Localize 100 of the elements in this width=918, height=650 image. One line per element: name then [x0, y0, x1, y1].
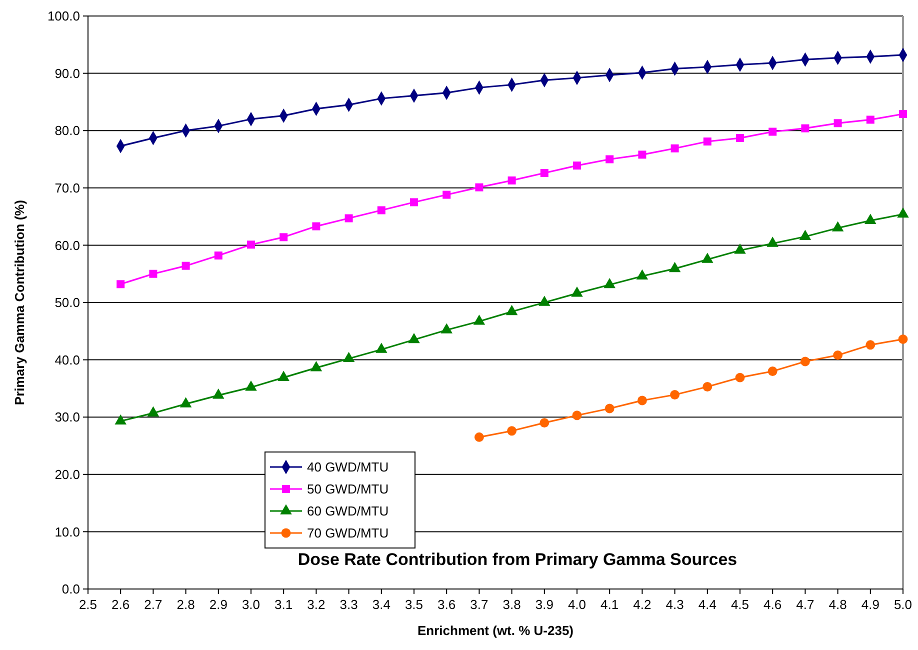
point [573, 162, 581, 170]
legend-label: 60 GWD/MTU [307, 504, 389, 519]
point [344, 214, 353, 222]
x-tick-label: 4.7 [796, 597, 814, 612]
y-tick-label: 10.0 [54, 524, 80, 540]
y-tick-label: 70.0 [54, 180, 80, 196]
point [212, 388, 224, 399]
point [668, 262, 681, 272]
point [475, 183, 484, 192]
y-tick-label: 100.0 [47, 8, 80, 24]
y-tick-label: 0.0 [62, 582, 80, 597]
x-tick-label: 2.8 [176, 597, 195, 612]
x-tick-label: 4.1 [600, 597, 619, 612]
point [898, 334, 908, 344]
point [735, 372, 745, 382]
point [637, 396, 647, 406]
point [508, 176, 516, 184]
point [342, 352, 355, 362]
legend-label: 70 GWD/MTU [307, 526, 389, 541]
point [116, 280, 125, 288]
point [766, 236, 778, 247]
point [670, 390, 680, 400]
x-tick-label: 3.2 [307, 597, 326, 612]
y-axis-title: Primary Gamma Contribution (%) [12, 200, 27, 406]
y-tick-label: 50.0 [54, 295, 80, 310]
point [247, 240, 255, 249]
point [410, 198, 418, 206]
point [182, 262, 190, 270]
point [834, 119, 842, 128]
point [604, 404, 614, 414]
point [312, 222, 320, 230]
point [278, 370, 290, 381]
point [147, 406, 160, 416]
point [440, 323, 452, 334]
point [572, 410, 582, 420]
x-tick-label: 4.8 [828, 597, 847, 612]
point [897, 207, 909, 218]
x-tick-label: 3.0 [242, 597, 260, 612]
point [702, 382, 712, 392]
y-tick-label: 40.0 [54, 352, 80, 368]
point [473, 314, 486, 325]
point [180, 397, 192, 408]
point [866, 116, 874, 124]
point [801, 124, 810, 132]
y-tick-label: 30.0 [54, 410, 80, 425]
x-tick-label: 3.7 [470, 597, 488, 612]
point [670, 144, 679, 152]
y-tick-label: 60.0 [54, 238, 80, 253]
point [376, 342, 388, 353]
point [280, 233, 288, 242]
point [604, 278, 616, 288]
point [636, 269, 648, 280]
x-tick-label: 2.5 [78, 597, 98, 612]
y-tick-label: 90.0 [54, 66, 80, 81]
x-tick-label: 4.6 [764, 597, 782, 612]
point [638, 150, 646, 159]
point [606, 155, 614, 164]
x-tick-label: 2.7 [144, 597, 162, 612]
x-tick-label: 4.0 [568, 597, 586, 612]
point [540, 169, 548, 177]
y-tick-label: 80.0 [54, 123, 80, 138]
x-tick-label: 4.3 [666, 597, 684, 612]
point [474, 432, 484, 442]
x-tick-label: 4.9 [861, 597, 880, 612]
x-tick-label: 4.5 [730, 597, 750, 612]
point [899, 110, 907, 118]
point [571, 286, 583, 297]
legend-label: 50 GWD/MTU [307, 482, 389, 497]
x-tick-label: 3.5 [404, 597, 424, 612]
point [866, 340, 876, 350]
y-tick-label: 20.0 [54, 466, 80, 482]
x-axis-title: Enrichment (wt. % U-235) [417, 623, 574, 638]
x-tick-label: 2.9 [209, 597, 228, 612]
point [507, 426, 517, 436]
point [800, 356, 810, 366]
x-tick-label: 4.2 [633, 597, 652, 612]
x-tick-label: 2.6 [112, 597, 130, 612]
point [864, 214, 876, 224]
point [442, 190, 451, 199]
x-tick-label: 4.4 [698, 597, 716, 612]
point [538, 296, 550, 306]
point [734, 244, 746, 254]
x-tick-label: 3.9 [535, 597, 554, 612]
point [114, 414, 126, 425]
x-tick-label: 3.6 [438, 597, 456, 612]
point [245, 380, 257, 391]
text: Dose Rate Contribution from Primary Gamma Sources [298, 550, 738, 569]
point [768, 366, 778, 376]
point [540, 418, 550, 428]
x-tick-label: 5.0 [894, 597, 912, 612]
point [799, 230, 812, 240]
legend-label: 40 GWD/MTU [307, 460, 389, 475]
point [736, 134, 744, 142]
point [833, 350, 843, 360]
point [310, 361, 322, 372]
x-tick-label: 3.4 [372, 597, 390, 612]
point [832, 221, 844, 232]
point [506, 304, 518, 316]
point [149, 270, 158, 278]
point [702, 252, 714, 263]
